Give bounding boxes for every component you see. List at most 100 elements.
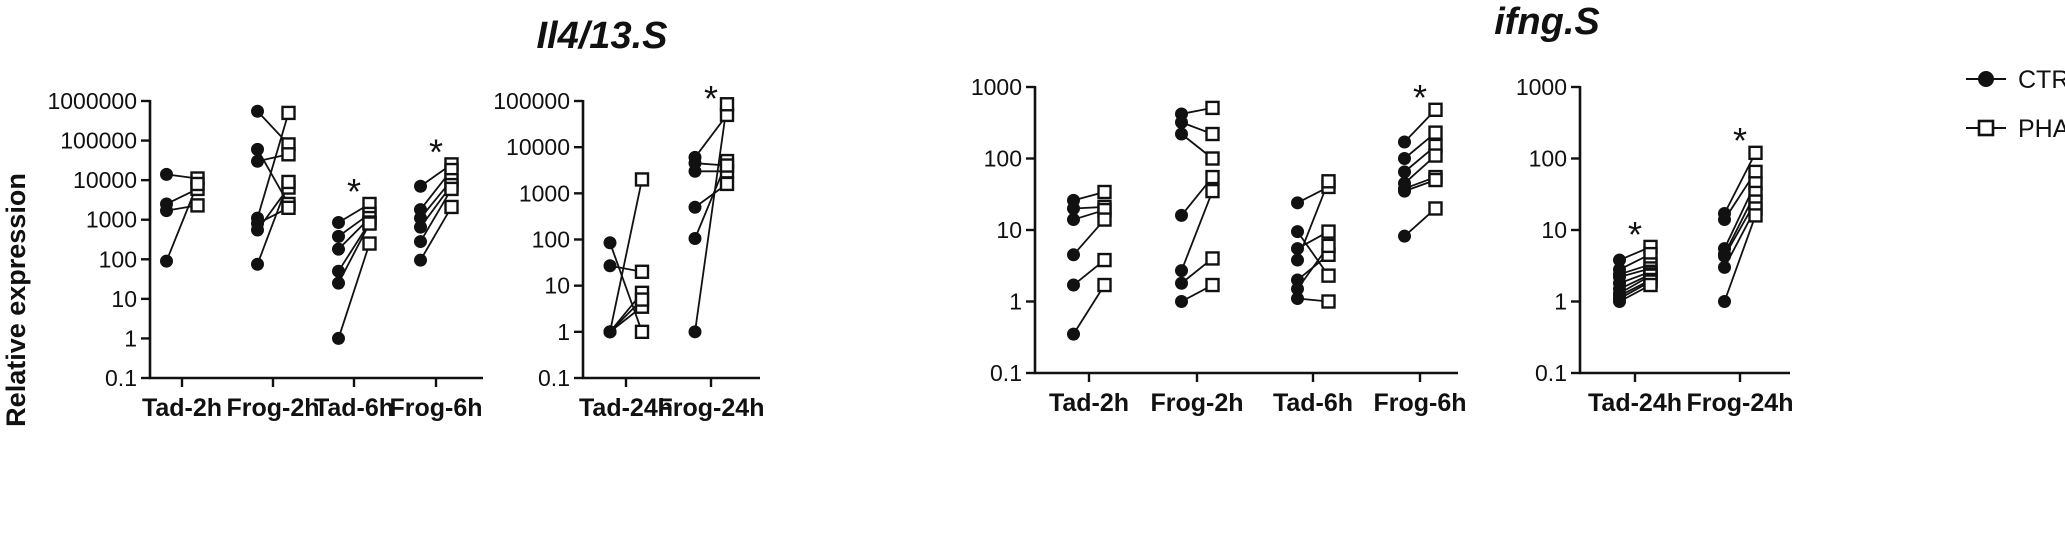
pair-line [337,243,371,339]
x-tick-label: Frog-6h [389,394,482,422]
significance-star: * [1413,77,1427,118]
pha-point [719,97,735,112]
pha-point [190,176,205,192]
axes [141,85,1790,387]
pha-point [634,172,650,187]
ctr-point [1067,248,1080,262]
ctr-point [1398,165,1411,179]
connector-lines [165,104,1757,339]
pair-line [609,179,643,333]
ctr-point [414,253,427,267]
title-il4: Il4/13.S [537,15,668,57]
ctr-point [1291,196,1304,210]
pha-point [444,181,459,197]
legend: CTR PHA [1966,66,2065,143]
ctr-point [1718,213,1731,227]
pha-point [634,264,650,279]
pair-line [419,188,453,243]
y-tick-label: 10000 [506,134,570,160]
y-tick-label: 1000 [1516,74,1567,100]
y-tick-label: 1000000 [47,88,137,114]
pha-point [1748,208,1763,223]
pha-point [1428,201,1443,216]
y-tick-label: 10 [111,286,137,312]
significance-star: * [704,78,718,119]
y-tick-label: 1 [124,325,137,351]
ctr-point [332,229,345,243]
y-tick-label: 1000 [519,180,570,206]
pair-line [609,242,643,333]
y-tick-label: 100000 [60,128,137,154]
pha-point [1321,268,1336,283]
ctr-point [1398,229,1411,243]
ctr-point [1175,115,1188,129]
pha-point [1321,294,1336,309]
x-tick-label: Tad-2h [142,394,222,422]
ctr-point [1291,292,1304,306]
pha-point [1321,224,1336,239]
y-tick-label: 1000 [86,207,137,233]
pair-line [1072,284,1106,335]
ctr-point [1175,208,1188,222]
y-tick-label: 1 [557,319,570,345]
pha-point [281,200,296,216]
pha-point [1097,212,1112,227]
ctr-point [332,264,345,278]
y-tick-label: 10 [996,217,1022,243]
ctr-point [1291,253,1304,267]
x-tick-label: Tad-6h [314,394,394,422]
y-tick-label: 0.1 [1535,360,1567,386]
ctr-point [688,156,702,170]
pair-line [1723,215,1757,302]
pha-point [281,147,296,162]
ctr-point [1718,260,1731,274]
y-tick-label: 0.1 [990,360,1022,386]
x-tick-label: Frog-24h [1687,389,1794,417]
x-tick-label: Frog-6h [1373,389,1466,417]
pha-point [1205,151,1220,166]
y-tick-label: 1000 [971,74,1022,100]
ctr-point [1291,273,1304,287]
ctr-point [1067,278,1080,292]
pha-point [1205,126,1220,142]
x-tick-label: Frog-24h [658,394,765,422]
pha-point [444,199,459,215]
pha-point [719,176,735,192]
ctr-point [251,104,264,118]
ctr-point [251,257,264,271]
y-tick-label: 1 [1554,289,1567,315]
y-tick-label: 0.1 [538,365,570,391]
pha-point [281,174,296,190]
ctr-point [414,211,427,225]
pha-point [1097,277,1112,293]
pha-point [634,324,650,340]
pha-point [1205,169,1220,185]
pair-line [256,181,290,265]
data-points [160,97,1763,345]
ctr-point [160,167,173,181]
pair-line [694,104,728,332]
legend-item-ctr: CTR [1966,66,2065,94]
ctr-point [1718,295,1731,308]
y-axis-label: Relative expression [1,173,31,427]
legend-item-pha: PHA [1966,115,2065,143]
pha-point [1748,164,1763,180]
ctr-point [332,242,345,256]
legend-label-ctr: CTR [2018,66,2065,94]
y-tick-label: 100 [532,227,570,253]
ctr-point [1398,152,1411,165]
ctr-point [688,200,702,214]
pha-point [1205,251,1220,266]
y-tick-label: 100 [984,146,1022,172]
pha-point [1321,174,1336,189]
x-tick-label: Tad-2h [1049,389,1129,417]
pha-point [1748,145,1763,161]
pha-point [1643,277,1658,293]
ctr-point [1175,127,1188,141]
ctr-point [1175,276,1188,290]
pha-point [1428,102,1443,117]
title-ifng: ifng.S [1494,1,1600,43]
pair-line [1180,190,1214,271]
ctr-point [1067,213,1080,227]
